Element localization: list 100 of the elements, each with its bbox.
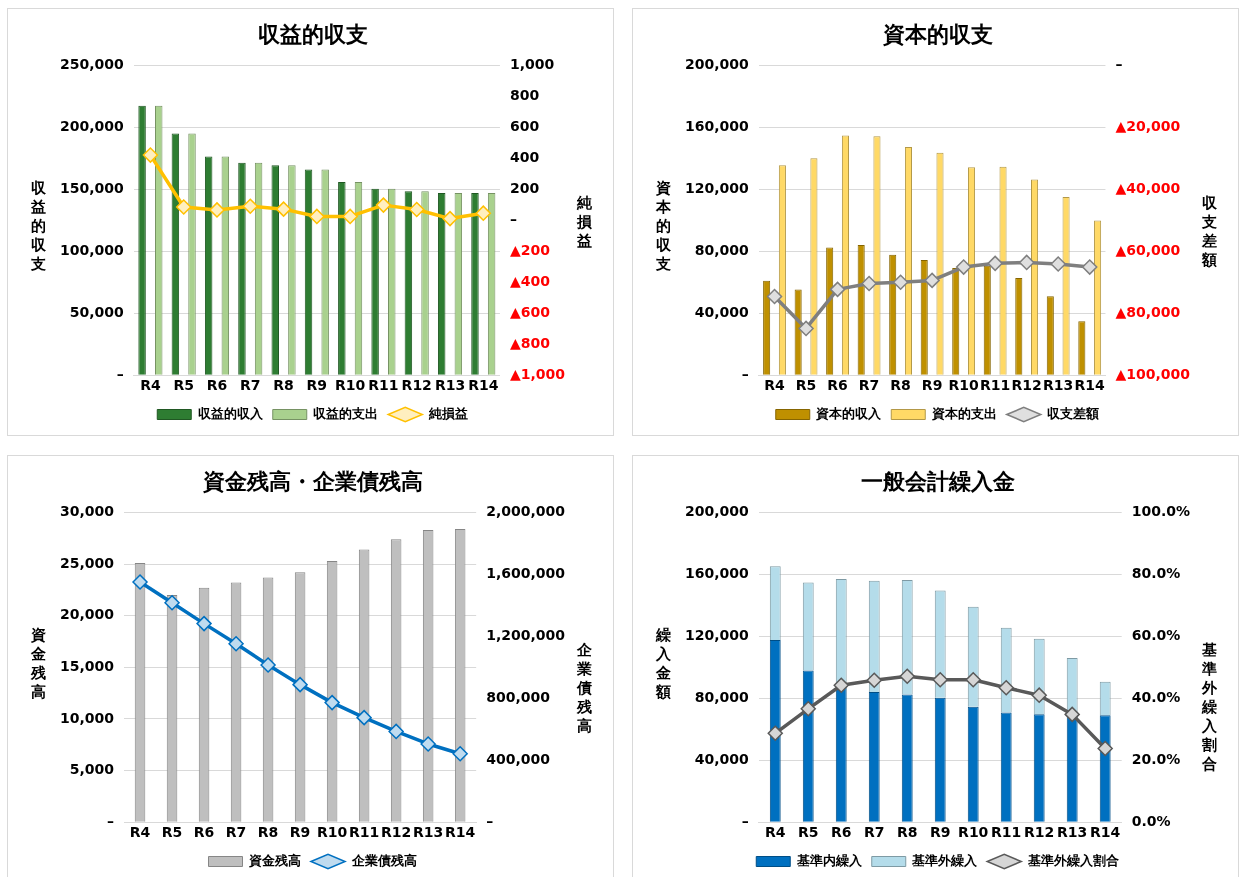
x-tick-label: R9 <box>921 377 943 394</box>
legend-label: 資本的収入 <box>815 405 883 421</box>
y-axis-title: 資本的収支 <box>655 179 671 274</box>
x-tick-label: R8 <box>896 824 918 841</box>
point <box>196 615 212 632</box>
y2-tick-label: ▲40,000 <box>1115 179 1181 196</box>
x-tick-label: R10 <box>958 824 989 841</box>
y2-tick-label: 1,600,000 <box>486 565 566 581</box>
point <box>442 210 458 227</box>
x-tick-label: R13 <box>434 377 466 394</box>
point <box>829 281 846 298</box>
x-tick-label: R12 <box>401 377 432 394</box>
x-tick-label: R11 <box>991 824 1022 841</box>
x-tick-label: R10 <box>316 824 348 841</box>
x-tick-label: R8 <box>273 377 294 394</box>
x-tick-label: R5 <box>797 824 819 841</box>
legend-label: 資本的支出 <box>930 405 997 421</box>
y-tick-label: 40,000 <box>694 303 750 320</box>
point <box>998 680 1014 696</box>
chart-title: 一般会計繰入金 <box>860 468 1015 494</box>
x-tick-label: R5 <box>161 824 183 841</box>
y2-axis-title: 企業債残高 <box>576 641 592 736</box>
point <box>766 288 783 305</box>
y2-tick-label: 600 <box>509 118 540 134</box>
point <box>132 574 148 590</box>
x-tick-label: R6 <box>193 824 215 841</box>
y2-axis-title: 基準外繰入割合 <box>1201 641 1217 774</box>
y2-tick-label: ▲80,000 <box>1115 303 1181 320</box>
y2-tick-label: 40.0% <box>1131 688 1181 705</box>
point <box>475 205 492 221</box>
x-tick-label: R9 <box>289 824 311 841</box>
y-tick-label: 15,000 <box>59 657 115 674</box>
y-tick-label: 200,000 <box>685 56 750 73</box>
y-tick-label: 30,000 <box>59 503 115 520</box>
x-tick-label: R12 <box>1011 377 1042 394</box>
point <box>228 636 244 652</box>
x-tick-label: R11 <box>368 377 399 394</box>
chart-title: 資金残高・企業債残高 <box>201 468 423 494</box>
y2-tick-label: 800,000 <box>486 688 551 705</box>
y2-tick-label: ▲600 <box>509 303 551 320</box>
x-tick-label: R4 <box>765 824 786 841</box>
x-tick-label: R5 <box>173 377 194 394</box>
y2-axis-title: 純損益 <box>576 194 592 251</box>
point <box>1031 687 1047 703</box>
chart-title: 収益的収支 <box>257 21 368 47</box>
x-tick-label: R13 <box>1043 377 1074 394</box>
point <box>987 255 1003 272</box>
point <box>866 672 882 689</box>
point <box>375 197 392 213</box>
y2-tick-label: ▲100,000 <box>1115 365 1191 382</box>
y2-axis-title: 収支差額 <box>1201 194 1217 270</box>
y-axis-title: 収益的収支 <box>30 179 46 274</box>
y2-tick-label: ▲400 <box>509 272 551 289</box>
x-tick-label: R11 <box>980 377 1011 394</box>
y-tick-label: 20,000 <box>59 606 115 623</box>
point <box>1050 256 1066 272</box>
y-tick-label: 50,000 <box>69 303 125 320</box>
y-tick-label: 120,000 <box>685 626 750 643</box>
y-axis-title: 資金残高 <box>30 626 46 702</box>
y-tick-label: 25,000 <box>59 554 115 571</box>
y-tick-label: 40,000 <box>694 750 750 767</box>
x-tick-label: R5 <box>795 377 817 394</box>
point <box>324 694 340 711</box>
y-tick-label: 150,000 <box>60 179 125 196</box>
x-tick-label: R4 <box>129 824 151 841</box>
legend-label: 収益的収入 <box>197 405 264 421</box>
y-tick-label: 10,000 <box>59 709 115 726</box>
x-tick-label: R13 <box>1057 824 1088 841</box>
point <box>1081 259 1098 275</box>
point <box>164 594 180 611</box>
y2-tick-label: 20.0% <box>1131 750 1181 767</box>
point <box>1018 254 1035 271</box>
x-tick-label: R7 <box>858 377 880 394</box>
legend-label: 基準内繰入 <box>795 852 863 868</box>
point <box>1097 740 1113 757</box>
x-tick-label: R7 <box>240 377 261 394</box>
x-tick-label: R9 <box>306 377 328 394</box>
y2-tick-label: 200 <box>509 179 540 196</box>
legend-label: 企業債残高 <box>350 852 417 868</box>
point <box>861 275 877 292</box>
point <box>342 208 358 225</box>
y2-tick-label: 400,000 <box>486 750 551 767</box>
point <box>408 201 425 218</box>
point <box>292 676 308 693</box>
y-tick-label: – <box>741 365 749 382</box>
legend-label: 基準外繰入割合 <box>1026 852 1119 868</box>
point <box>356 709 372 726</box>
x-tick-label: R6 <box>206 377 228 394</box>
point <box>142 147 159 163</box>
y-tick-label: 200,000 <box>685 503 750 520</box>
y2-tick-label: 100.0% <box>1131 503 1190 520</box>
x-tick-label: R12 <box>381 824 412 841</box>
x-tick-label: R14 <box>1090 824 1121 841</box>
chart-title: 資本的収支 <box>881 21 993 47</box>
y-tick-label: – <box>116 365 124 382</box>
x-tick-label: R6 <box>830 824 852 841</box>
y2-tick-label: 2,000,000 <box>486 503 566 520</box>
point <box>242 198 259 214</box>
x-tick-label: R8 <box>257 824 279 841</box>
x-tick-label: R10 <box>335 377 366 394</box>
